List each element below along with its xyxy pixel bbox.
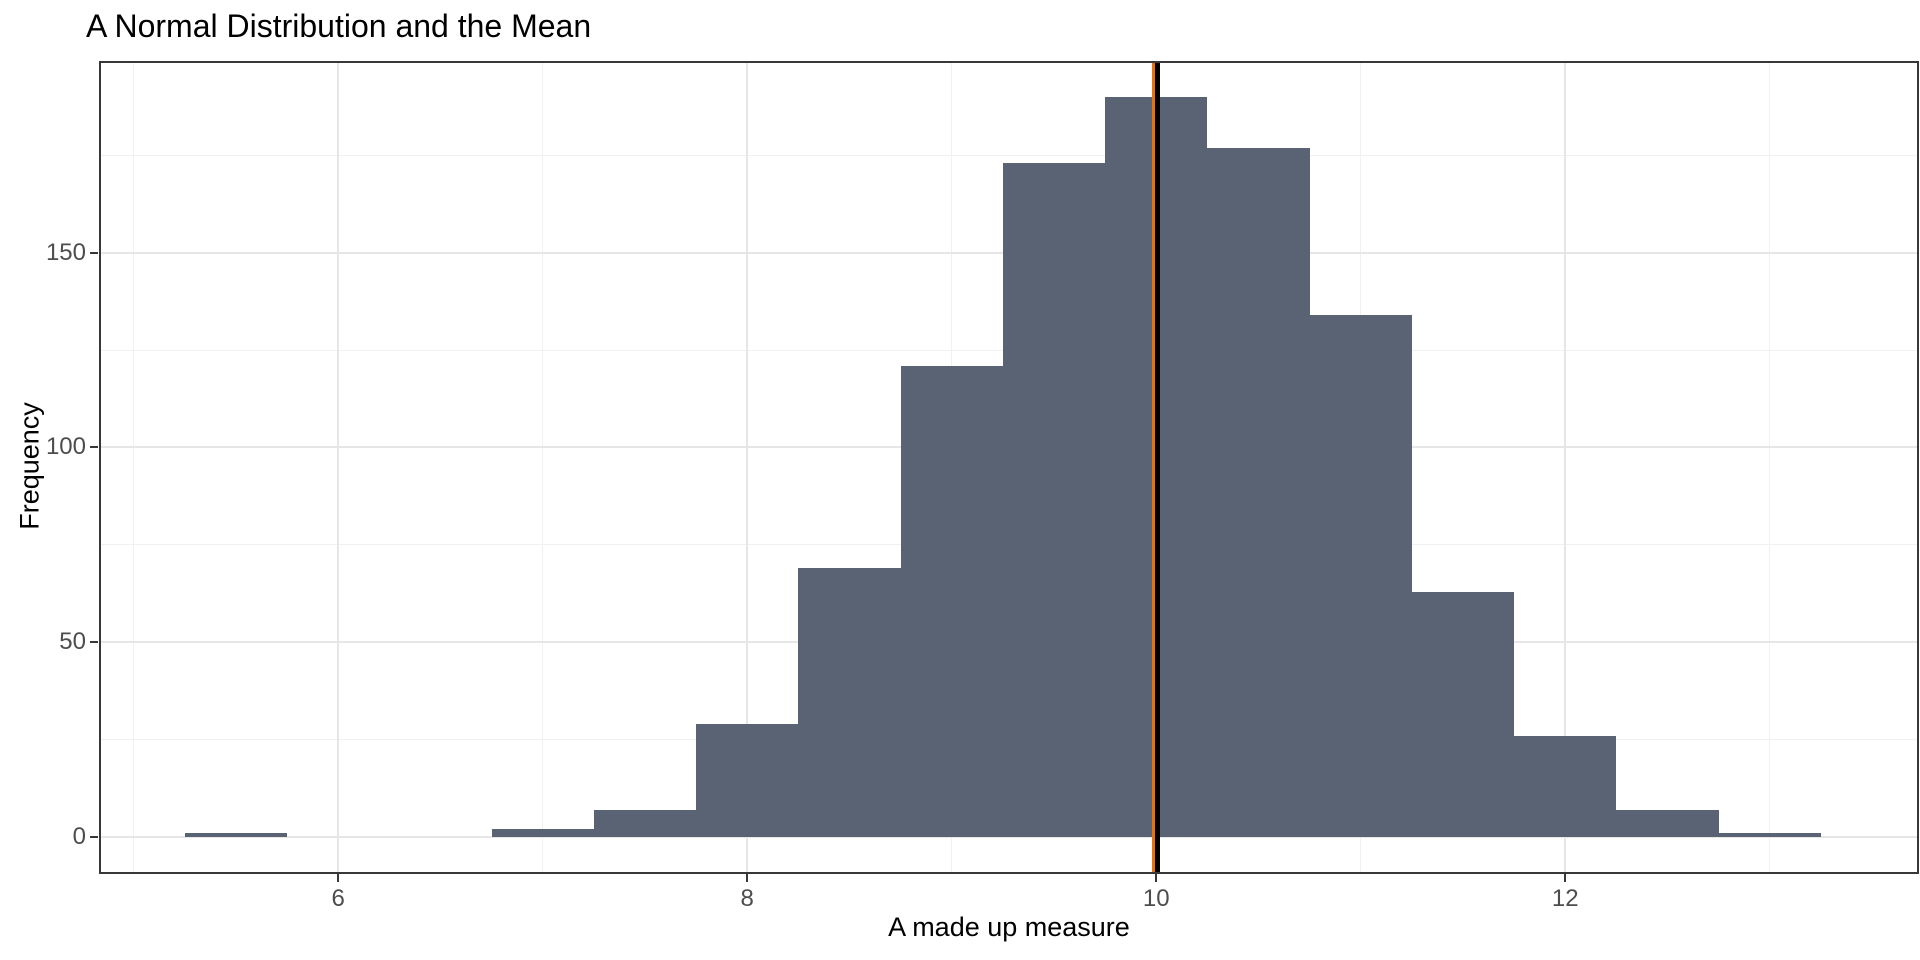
y-gridline-major <box>101 835 1917 838</box>
histogram-bar <box>1207 147 1310 837</box>
y-tick-label: 100 <box>45 433 86 461</box>
x-gridline-minor <box>133 63 135 872</box>
x-tick-label: 6 <box>331 885 345 912</box>
histogram-bar <box>1309 315 1412 837</box>
x-tick-mark <box>1155 874 1158 882</box>
y-tick-mark <box>90 835 98 838</box>
x-gridline-major <box>337 63 340 872</box>
histogram-bar <box>184 833 288 837</box>
y-tick-mark <box>90 641 98 644</box>
y-tick-label: 150 <box>45 238 86 266</box>
x-gridline-minor <box>1769 63 1771 872</box>
accent-line <box>1151 63 1155 872</box>
x-tick-mark <box>746 874 749 882</box>
chart-title: A Normal Distribution and the Mean <box>86 8 592 44</box>
histogram-bar <box>1514 735 1617 837</box>
y-tick-label: 0 <box>72 822 86 850</box>
x-tick-mark <box>337 874 340 882</box>
histogram-bar <box>491 829 594 837</box>
x-gridline-major <box>746 63 749 872</box>
x-tick-label: 10 <box>1142 885 1170 912</box>
histogram-bar <box>1616 809 1719 837</box>
histogram-bar <box>798 568 901 837</box>
histogram-bar <box>1002 163 1106 837</box>
x-gridline-major <box>1564 63 1567 872</box>
histogram-bar <box>1718 833 1821 837</box>
plot-panel <box>99 61 1919 874</box>
x-tick-label: 12 <box>1551 885 1579 912</box>
x-tick-label: 8 <box>740 885 754 912</box>
y-tick-label: 50 <box>59 628 86 656</box>
y-tick-mark <box>90 251 98 254</box>
histogram-bar <box>593 809 697 837</box>
x-tick-mark <box>1564 874 1567 882</box>
x-gridline-minor <box>542 63 544 872</box>
x-axis-title: A made up measure <box>888 912 1130 942</box>
y-axis-title: Frequency <box>14 402 45 530</box>
y-tick-mark <box>90 446 98 449</box>
y-gridline-minor <box>101 154 1917 156</box>
histogram-bar <box>900 365 1003 837</box>
mean-line <box>1154 63 1160 872</box>
histogram-bar <box>1411 591 1515 837</box>
histogram-bar <box>696 723 799 837</box>
